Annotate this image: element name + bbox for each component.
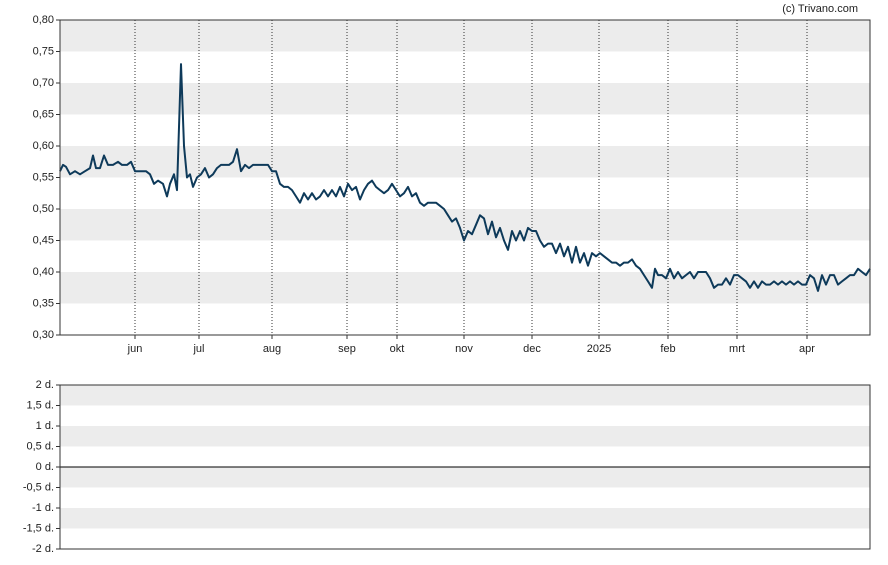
band xyxy=(60,209,870,241)
y-tick-label: 0,45 xyxy=(33,234,54,246)
y-tick-label: 0,60 xyxy=(33,140,54,152)
y-tick-label: 0,50 xyxy=(33,203,54,215)
band xyxy=(60,146,870,178)
x-tick-label: apr xyxy=(799,343,815,355)
x-tick-label: nov xyxy=(455,343,473,355)
y-tick-label: -2 d. xyxy=(32,543,54,555)
y-tick-label: 0,35 xyxy=(33,297,54,309)
y-tick-label: 2 d. xyxy=(36,379,54,391)
x-tick-label: mrt xyxy=(729,343,745,355)
band xyxy=(60,83,870,115)
x-tick-label: aug xyxy=(263,343,281,355)
band xyxy=(60,20,870,52)
x-tick-label: dec xyxy=(523,343,541,355)
y-tick-label: 0,80 xyxy=(33,14,54,26)
x-tick-label: sep xyxy=(338,343,356,355)
x-tick-label: okt xyxy=(390,343,405,355)
y-tick-label: -1 d. xyxy=(32,502,54,514)
x-tick-label: feb xyxy=(660,343,675,355)
copyright: (c) Trivano.com xyxy=(782,3,858,15)
y-tick-label: 1,5 d. xyxy=(26,399,54,411)
plot-frame xyxy=(59,19,871,336)
price-line xyxy=(59,63,871,292)
band xyxy=(60,426,870,447)
band xyxy=(60,467,870,488)
band xyxy=(60,385,870,406)
y-tick-label: 0,65 xyxy=(33,108,54,120)
y-tick-label: 0,40 xyxy=(33,266,54,278)
y-tick-label: -0,5 d. xyxy=(23,481,54,493)
y-tick-label: 0,30 xyxy=(33,329,54,341)
y-tick-label: 0,70 xyxy=(33,77,54,89)
band xyxy=(60,272,870,304)
x-tick-label: jul xyxy=(192,343,204,355)
x-tick-label: jun xyxy=(127,343,143,355)
y-tick-label: 0 d. xyxy=(36,461,54,473)
y-tick-label: 0,5 d. xyxy=(26,440,54,452)
band xyxy=(60,508,870,529)
plot-frame xyxy=(59,384,871,550)
y-tick-label: -1,5 d. xyxy=(23,522,54,534)
y-tick-label: 0,75 xyxy=(33,45,54,57)
y-tick-label: 0,55 xyxy=(33,171,54,183)
y-tick-label: 1 d. xyxy=(36,420,54,432)
x-tick-label: 2025 xyxy=(587,343,611,355)
